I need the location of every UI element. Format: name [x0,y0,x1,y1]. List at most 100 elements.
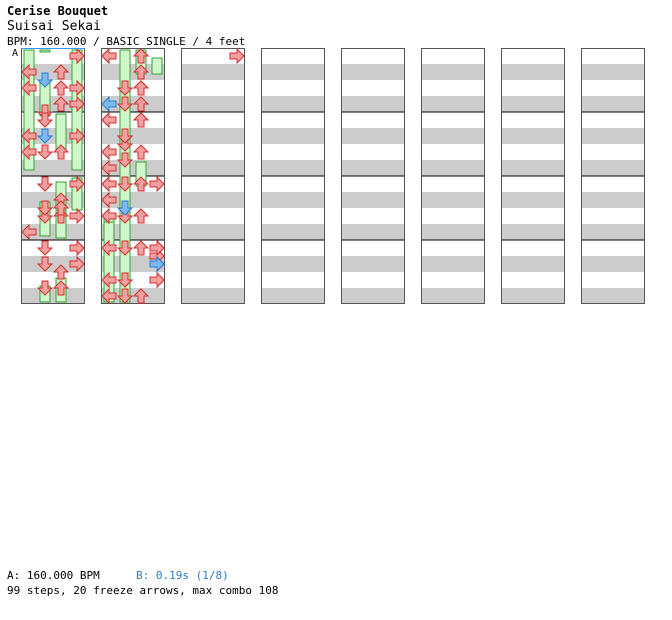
step-arrow [132,96,150,112]
column-frame [181,48,245,304]
beat-row [341,224,405,240]
beat-row [341,272,405,288]
chart-column [421,48,485,304]
chart-info: BPM: 160.000 / BASIC SINGLE / 4 feet [7,35,246,48]
chart-stats: 99 steps, 20 freeze arrows, max combo 10… [7,584,279,597]
beat-row [581,160,645,176]
chart-column [21,48,85,304]
beat-row [501,192,565,208]
step-arrow [69,239,85,257]
offbeat-arrow [36,72,54,88]
beat-row [341,160,405,176]
step-arrow [36,280,54,296]
step-arrow [21,63,37,81]
beat-row [101,192,165,208]
beat-row [501,224,565,240]
beat-row [101,256,165,272]
beat-row [261,112,325,128]
step-arrow [36,144,54,160]
step-arrow [52,264,70,280]
song-title: Cerise Bouquet [7,4,109,18]
beat-row [421,96,485,112]
beat-row [581,64,645,80]
step-arrow [116,240,134,256]
beat-row [421,208,485,224]
beat-row [341,240,405,256]
beat-row [261,272,325,288]
beat-row [341,176,405,192]
beat-row [261,64,325,80]
beat-row [421,160,485,176]
beat-row [501,80,565,96]
beat-row [101,224,165,240]
beat-row [261,224,325,240]
beat-row [341,288,405,304]
beat-row [341,64,405,80]
beat-row [421,80,485,96]
freeze-arrow [23,49,35,171]
beat-row [501,240,565,256]
song-artist: Suisai Sekai [7,19,101,34]
step-arrow [52,64,70,80]
beat-row [181,80,245,96]
beat-row [181,240,245,256]
beat-row [501,96,565,112]
beat-row [101,288,165,304]
beat-row [341,128,405,144]
step-arrow [132,112,150,128]
step-arrow [132,240,150,256]
beat-row [421,240,485,256]
beat-row [581,256,645,272]
freeze-arrow [39,49,51,53]
beat-row [581,128,645,144]
beat-row [501,256,565,272]
beat-row [421,128,485,144]
beat-row [341,256,405,272]
beat-row [101,112,165,128]
step-arrow [21,143,37,161]
beat-row [421,192,485,208]
beat-row [261,256,325,272]
beat-row [421,288,485,304]
beat-row [181,48,245,64]
beat-row [501,48,565,64]
step-arrow [101,159,117,177]
step-arrow [69,95,85,113]
step-arrow [229,47,245,65]
step-arrow [69,175,85,193]
beat-row [181,112,245,128]
beat-row [101,240,165,256]
step-arrow [36,256,54,272]
column-frame [101,48,165,304]
column-frame [421,48,485,304]
step-arrow [21,79,37,97]
beat-row [261,144,325,160]
chart-column [101,48,165,304]
beat-row [21,256,85,272]
step-arrow [149,271,165,289]
beat-row [21,64,85,80]
beat-row [501,288,565,304]
beat-row [181,128,245,144]
beat-row [101,64,165,80]
beat-row [181,272,245,288]
step-arrow [116,128,134,144]
beat-row [421,224,485,240]
beat-row [261,192,325,208]
beat-row [21,176,85,192]
beat-row [581,288,645,304]
beat-row [421,48,485,64]
step-arrow [132,208,150,224]
offbeat-arrow [101,95,117,113]
beat-row [581,208,645,224]
beat-row [181,208,245,224]
beat-row [181,192,245,208]
step-arrow [132,64,150,80]
beat-row [341,96,405,112]
beat-row [581,48,645,64]
beat-row [101,48,165,64]
step-arrow [52,280,70,296]
beat-row [501,144,565,160]
beat-row [101,272,165,288]
